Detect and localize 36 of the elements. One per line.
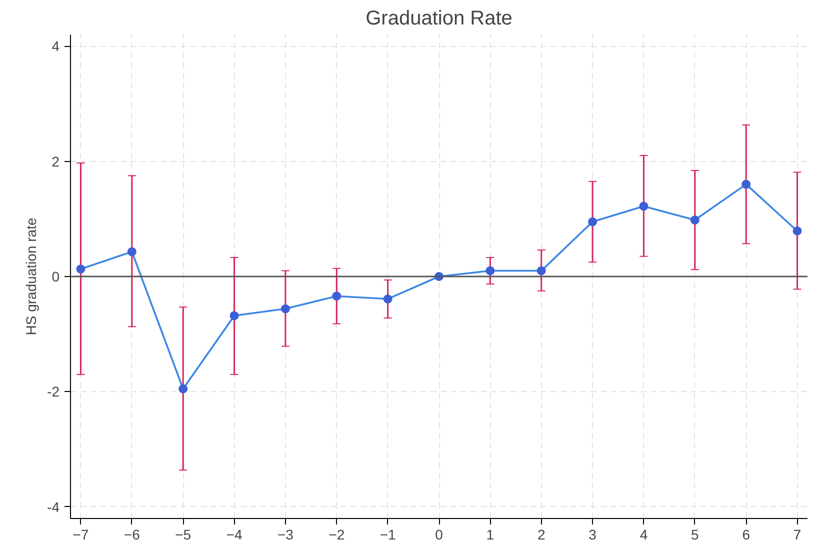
point	[588, 217, 598, 226]
y-axis-title: HS graduation rate	[23, 218, 40, 336]
point	[178, 384, 188, 394]
x-tick-label: −7	[72, 526, 89, 542]
y-tick-label: -4	[47, 498, 60, 515]
point	[792, 226, 802, 236]
point	[383, 294, 392, 304]
point	[536, 266, 546, 276]
x-tick-label: 1	[486, 526, 494, 542]
x-tick-label: 5	[691, 526, 700, 542]
y-tick-label: 0	[52, 268, 60, 284]
x-tick-label: 3	[588, 526, 597, 542]
x-tick-label: 0	[435, 526, 444, 542]
y-tick-label: -2	[47, 384, 60, 400]
point	[280, 304, 290, 314]
chart-title: Graduation Rate	[366, 8, 512, 30]
x-tick-label: −5	[175, 526, 192, 542]
x-tick-label: −6	[124, 526, 140, 542]
y-tick-label: 2	[52, 153, 60, 170]
x-tick-label: 2	[537, 526, 546, 542]
point	[690, 216, 700, 225]
point	[76, 264, 86, 274]
x-tick-label: −2	[328, 526, 345, 542]
x-tick-label: −4	[226, 526, 242, 542]
x-tick-label: −1	[380, 526, 396, 542]
point	[486, 266, 495, 276]
point	[230, 311, 239, 320]
x-tick-label: −3	[277, 526, 294, 542]
x-tick-label: 6	[742, 526, 750, 542]
point	[332, 292, 342, 301]
point	[742, 180, 751, 189]
point	[127, 247, 136, 256]
y-tick-label: 4	[52, 38, 60, 54]
x-tick-label: 4	[640, 526, 648, 542]
x-tick-label: 7	[793, 526, 802, 542]
point	[639, 202, 648, 211]
